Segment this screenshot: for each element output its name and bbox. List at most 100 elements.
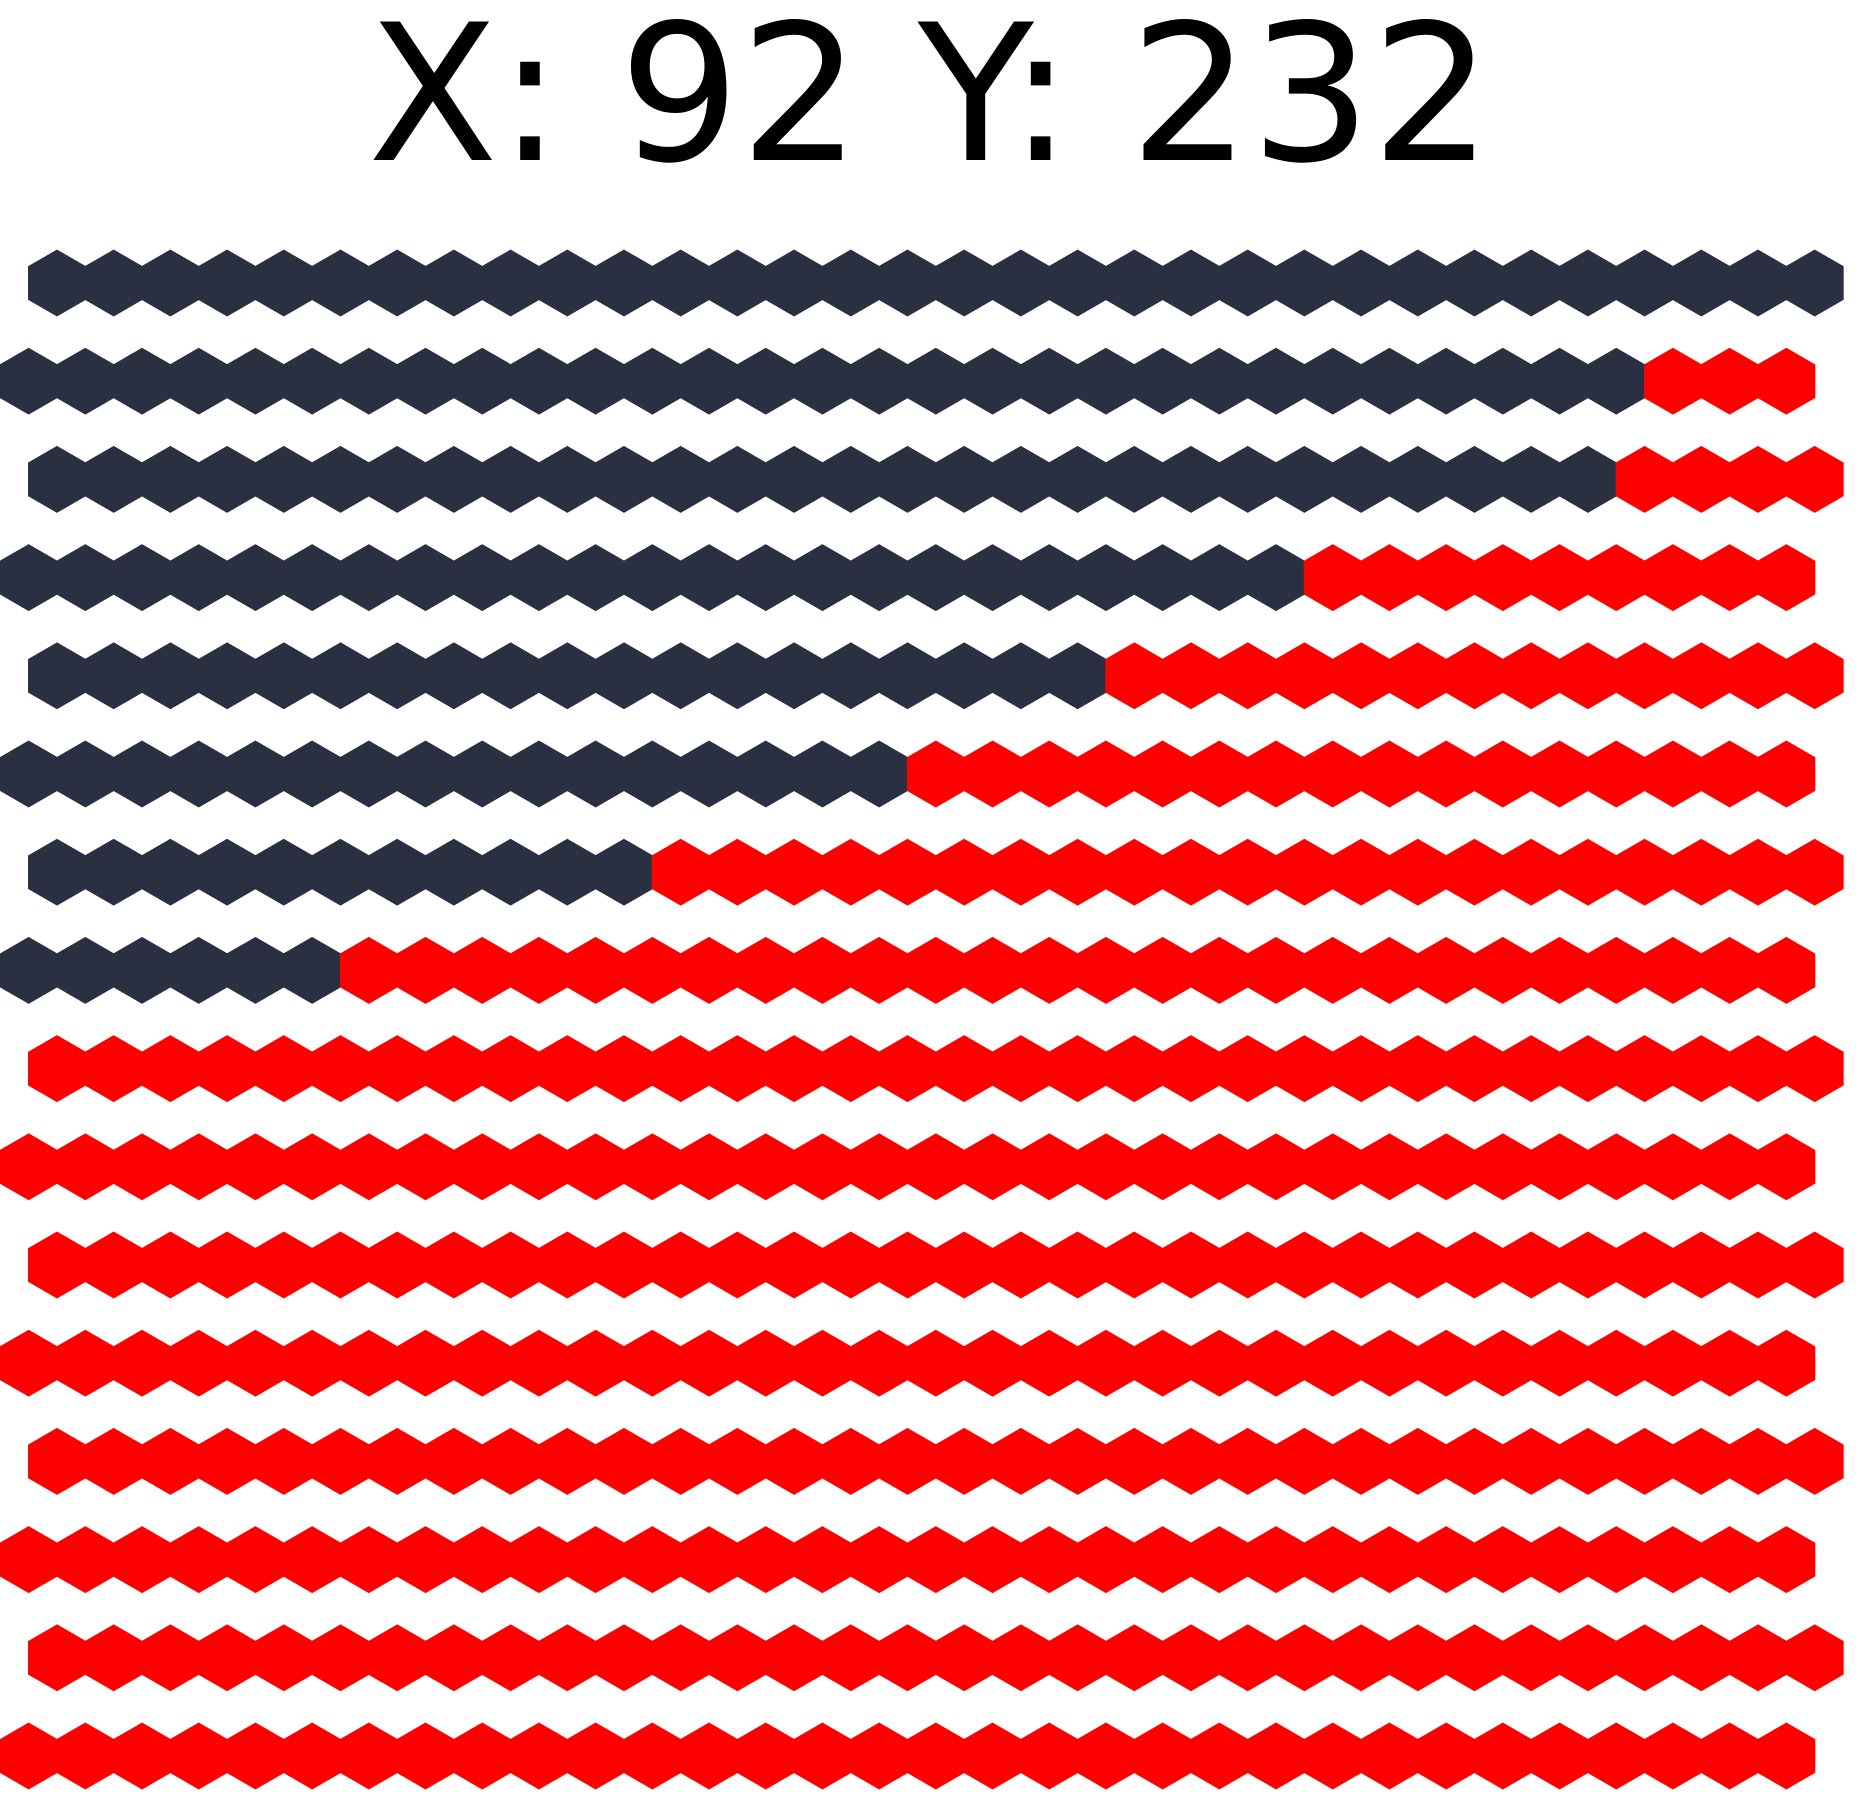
- hex-cell-red[interactable]: [1218, 1231, 1277, 1299]
- hex-cell-red[interactable]: [793, 1722, 852, 1790]
- hex-cell-dark[interactable]: [1587, 347, 1646, 415]
- hex-cell-dark[interactable]: [1190, 544, 1249, 612]
- hex-cell-red[interactable]: [1558, 642, 1617, 710]
- hex-cell-red[interactable]: [680, 1329, 739, 1397]
- hex-cell-red[interactable]: [736, 1722, 795, 1790]
- hex-cell-red[interactable]: [1360, 740, 1419, 808]
- hex-cell-red[interactable]: [1558, 1624, 1617, 1692]
- hex-cell-red[interactable]: [339, 1722, 398, 1790]
- hex-cell-red[interactable]: [1473, 936, 1532, 1004]
- hex-cell-red[interactable]: [821, 838, 880, 906]
- hex-cell-red[interactable]: [1445, 642, 1504, 710]
- hex-cell-red[interactable]: [1445, 1231, 1504, 1299]
- hex-cell-red[interactable]: [1643, 544, 1702, 612]
- hex-cell-red[interactable]: [1388, 1624, 1447, 1692]
- hex-cell-dark[interactable]: [254, 642, 313, 710]
- hex-cell-dark[interactable]: [1218, 249, 1277, 317]
- hex-cell-red[interactable]: [793, 936, 852, 1004]
- hex-cell-red[interactable]: [56, 1329, 115, 1397]
- hex-cell-dark[interactable]: [311, 445, 370, 513]
- hex-cell-dark[interactable]: [821, 249, 880, 317]
- hex-cell-dark[interactable]: [878, 642, 937, 710]
- hex-cell-dark[interactable]: [1332, 249, 1391, 317]
- hex-cell-dark[interactable]: [1303, 347, 1362, 415]
- hex-cell-dark[interactable]: [1275, 445, 1334, 513]
- hex-cell-red[interactable]: [935, 1035, 994, 1103]
- hex-cell-red[interactable]: [651, 838, 710, 906]
- hex-cell-red[interactable]: [283, 1722, 342, 1790]
- hex-cell-dark[interactable]: [651, 642, 710, 710]
- hex-cell-red[interactable]: [1020, 1133, 1079, 1201]
- hex-cell-red[interactable]: [623, 1133, 682, 1201]
- hex-cell-dark[interactable]: [226, 347, 285, 415]
- hex-cell-red[interactable]: [169, 1133, 228, 1201]
- hex-cell-red[interactable]: [1729, 1427, 1787, 1495]
- hex-cell-red[interactable]: [1700, 1133, 1759, 1201]
- hex-cell-red[interactable]: [311, 1427, 370, 1495]
- hex-cell-dark[interactable]: [1218, 445, 1277, 513]
- hex-cell-red[interactable]: [169, 1526, 228, 1594]
- hex-cell-dark[interactable]: [453, 740, 512, 808]
- hex-cell-dark[interactable]: [595, 642, 653, 710]
- hex-cell-red[interactable]: [1133, 936, 1192, 1004]
- hex-cell-red[interactable]: [1303, 1329, 1362, 1397]
- hex-cell-dark[interactable]: [708, 642, 767, 710]
- hex-cell-red[interactable]: [1218, 1427, 1277, 1495]
- hex-cell-red[interactable]: [1417, 1526, 1476, 1594]
- hex-cell-red[interactable]: [1530, 1329, 1589, 1397]
- hex-cell-red[interactable]: [680, 936, 739, 1004]
- hex-cell-red[interactable]: [0, 1722, 58, 1790]
- hex-cell-red[interactable]: [595, 1035, 653, 1103]
- hex-cell-red[interactable]: [113, 1526, 172, 1594]
- hex-cell-red[interactable]: [1218, 838, 1277, 906]
- hex-cell-red[interactable]: [1785, 445, 1844, 513]
- hex-cell-dark[interactable]: [793, 740, 852, 808]
- hex-cell-red[interactable]: [509, 1526, 568, 1594]
- hex-cell-red[interactable]: [708, 1427, 767, 1495]
- hex-cell-red[interactable]: [850, 1526, 909, 1594]
- hex-cell-red[interactable]: [765, 1427, 824, 1495]
- hex-cell-red[interactable]: [1020, 1722, 1079, 1790]
- hex-cell-red[interactable]: [198, 1427, 257, 1495]
- hex-cell-red[interactable]: [793, 1526, 852, 1594]
- hex-cell-red[interactable]: [623, 1526, 682, 1594]
- hex-cell-dark[interactable]: [736, 740, 795, 808]
- hex-cell-red[interactable]: [0, 1329, 58, 1397]
- hex-cell-red[interactable]: [1275, 838, 1334, 906]
- hex-cell-red[interactable]: [651, 1035, 710, 1103]
- hex-cell-red[interactable]: [1417, 544, 1476, 612]
- hex-cell-dark[interactable]: [1672, 249, 1731, 317]
- hex-cell-red[interactable]: [1473, 1722, 1532, 1790]
- hex-cell-dark[interactable]: [765, 642, 824, 710]
- hex-cell-dark[interactable]: [509, 740, 568, 808]
- hex-cell-red[interactable]: [198, 1624, 257, 1692]
- hex-cell-dark[interactable]: [736, 347, 795, 415]
- hex-cell-dark[interactable]: [595, 249, 653, 317]
- hex-cell-red[interactable]: [424, 1427, 483, 1495]
- hex-cell-red[interactable]: [595, 1427, 653, 1495]
- hex-cell-red[interactable]: [1388, 642, 1447, 710]
- hex-cell-red[interactable]: [509, 936, 568, 1004]
- hex-cell-red[interactable]: [1190, 740, 1249, 808]
- hex-cell-red[interactable]: [963, 1526, 1022, 1594]
- hex-cell-red[interactable]: [680, 1722, 739, 1790]
- hex-cell-red[interactable]: [1360, 1722, 1419, 1790]
- hex-cell-red[interactable]: [1615, 1624, 1674, 1692]
- hex-cell-red[interactable]: [1785, 642, 1844, 710]
- hex-cell-red[interactable]: [765, 1624, 824, 1692]
- hex-cell-red[interactable]: [566, 1722, 625, 1790]
- hex-cell-red[interactable]: [1247, 1526, 1306, 1594]
- hex-cell-red[interactable]: [595, 1231, 653, 1299]
- hex-cell-dark[interactable]: [84, 249, 143, 317]
- hex-cell-red[interactable]: [1530, 1526, 1589, 1594]
- hex-cell-dark[interactable]: [765, 445, 824, 513]
- hex-cell-dark[interactable]: [1048, 249, 1107, 317]
- hex-cell-dark[interactable]: [56, 740, 115, 808]
- hex-cell-red[interactable]: [509, 1329, 568, 1397]
- hex-cell-red[interactable]: [878, 1035, 937, 1103]
- hex-cell-red[interactable]: [1473, 740, 1532, 808]
- hex-cell-red[interactable]: [1105, 838, 1164, 906]
- hex-cell-dark[interactable]: [708, 445, 767, 513]
- hex-cell-dark[interactable]: [1020, 544, 1079, 612]
- hex-cell-dark[interactable]: [396, 347, 455, 415]
